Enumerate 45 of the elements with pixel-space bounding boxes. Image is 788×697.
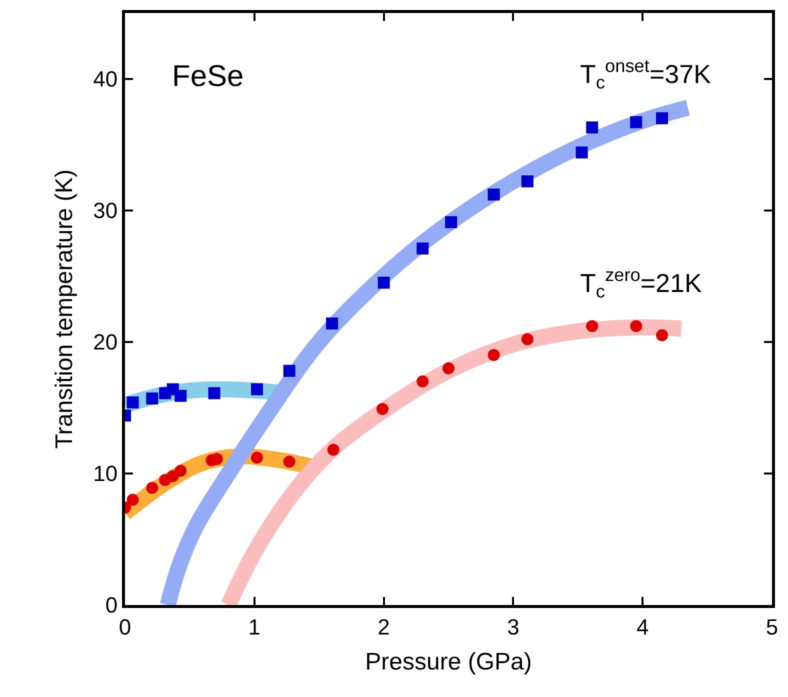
y-tick-label: 0 bbox=[105, 592, 118, 618]
point bbox=[488, 188, 500, 201]
point bbox=[250, 452, 263, 464]
y-tick-label: 30 bbox=[93, 198, 118, 224]
point bbox=[445, 216, 458, 228]
point bbox=[250, 383, 263, 396]
point bbox=[146, 392, 158, 404]
point bbox=[283, 364, 296, 377]
point bbox=[327, 444, 340, 456]
point bbox=[146, 482, 158, 494]
x-tick-label: 3 bbox=[507, 614, 520, 640]
annotation: T$_{c}$$^{zero}$=21K bbox=[580, 265, 702, 302]
point bbox=[376, 402, 389, 415]
point bbox=[586, 320, 598, 332]
point bbox=[283, 456, 296, 468]
point bbox=[126, 396, 139, 408]
y-tick-label: 20 bbox=[93, 330, 118, 355]
point bbox=[576, 146, 588, 158]
point bbox=[416, 375, 429, 388]
point bbox=[378, 276, 390, 289]
point bbox=[630, 320, 642, 332]
annotation: T$_{c}$$^{onset}$=37K bbox=[580, 56, 712, 92]
x-tick-label: 5 bbox=[766, 614, 778, 640]
point bbox=[521, 333, 534, 346]
point bbox=[630, 116, 642, 128]
point bbox=[488, 349, 500, 362]
point bbox=[174, 464, 187, 477]
point bbox=[208, 387, 220, 400]
point bbox=[326, 317, 338, 330]
point bbox=[416, 242, 429, 254]
x-tick-label: 4 bbox=[636, 614, 649, 640]
y-tick-label: 40 bbox=[93, 66, 118, 92]
point bbox=[656, 112, 668, 124]
y-axis-title: Transition temperature (K) bbox=[51, 169, 78, 449]
point bbox=[174, 390, 187, 402]
point bbox=[442, 362, 454, 374]
point bbox=[126, 494, 139, 506]
point bbox=[586, 121, 598, 134]
y-tick-label: 10 bbox=[93, 461, 118, 486]
point bbox=[656, 329, 668, 342]
x-tick-label: 1 bbox=[248, 614, 261, 640]
point bbox=[521, 175, 534, 188]
x-tick-label: 2 bbox=[378, 614, 390, 640]
annotation: FeSe bbox=[172, 60, 244, 93]
x-axis-title: Pressure (GPa) bbox=[365, 648, 532, 676]
